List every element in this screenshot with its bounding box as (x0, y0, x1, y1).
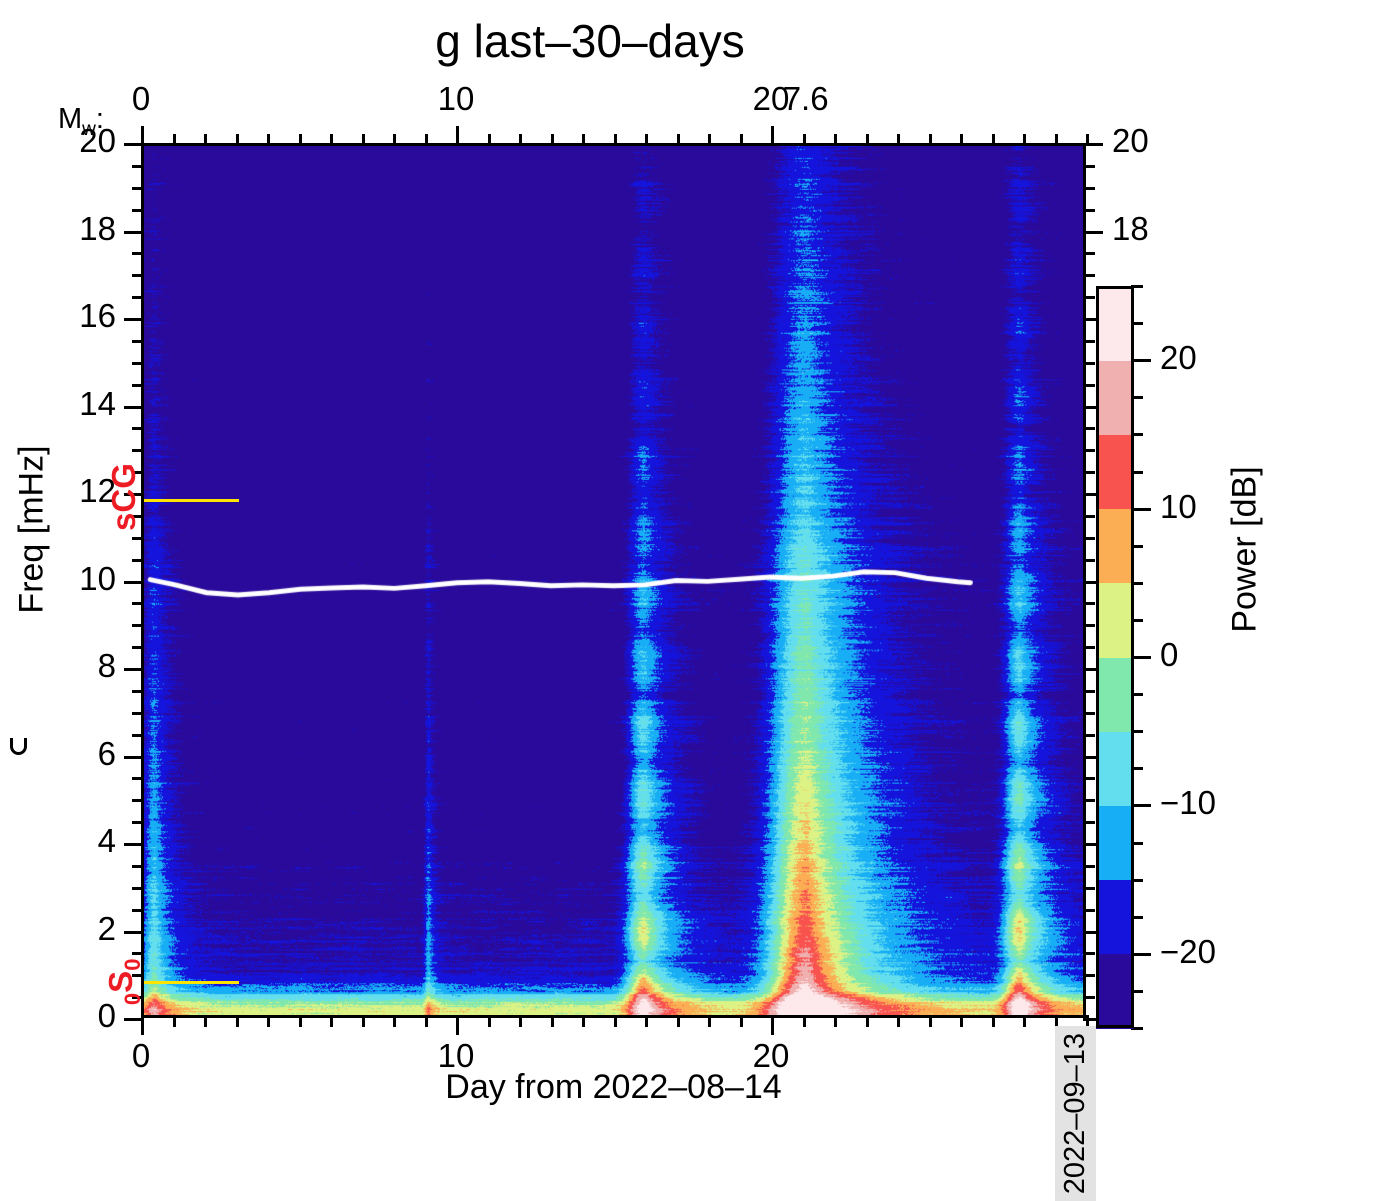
colorbar-band (1096, 508, 1134, 584)
x-tick-label: 20 (752, 1037, 790, 1074)
mw-subscript: w (82, 118, 96, 140)
x-axis-title: Day from 2022–08–14 (445, 1068, 782, 1106)
colorbar-band (1096, 953, 1134, 1029)
mw-top-tick-label: 10 (437, 80, 475, 117)
y-tick-label: 8 (97, 647, 116, 684)
x-tick-label: 0 (131, 1037, 151, 1074)
colorbar-bands (1096, 286, 1134, 1029)
y-tick-label: 18 (79, 209, 116, 247)
mode-marker-label-0S0: 0S0 (102, 958, 145, 1006)
colorbar-tick-label: 10 (1160, 487, 1197, 525)
colorbar-title: Power [dB] (1225, 466, 1264, 633)
end-date-text: 2022–09–13 (1059, 1033, 1091, 1195)
colorbar-band (1096, 657, 1134, 732)
event-magnitude-label: 7.6 (782, 80, 829, 117)
y-tick-label: 4 (97, 822, 116, 859)
y-tick-label: 6 (97, 734, 116, 772)
mode-marker-line-sCG (144, 499, 239, 503)
colorbar-band (1096, 879, 1134, 955)
colorbar-border (1096, 286, 1134, 1028)
y-tick-label: 10 (79, 559, 116, 597)
end-date-annotation: 2022–09–13 (1055, 1026, 1096, 1201)
y-tick-label: 0 (97, 997, 116, 1034)
colorbar-band (1096, 286, 1134, 361)
colorbar-underflow-notch (10, 738, 27, 755)
colorbar-band (1096, 360, 1134, 435)
mode-marker-line-0S0 (144, 981, 239, 985)
y-tick-label: 12 (79, 472, 116, 509)
x-tick-label: 10 (437, 1037, 475, 1074)
colorbar-tick-label: −10 (1160, 784, 1216, 822)
y-tick-label: 14 (79, 384, 116, 422)
y-axis-title: Freq [mHz] (12, 445, 51, 614)
spectrogram-canvas (144, 146, 1083, 1015)
spectrogram-plot (141, 143, 1086, 1018)
y-right-tick-label: 18 (1112, 209, 1149, 247)
page-title-text: g last–30–days (435, 15, 745, 67)
colorbar-tick-label: 0 (1160, 636, 1179, 673)
colorbar-band (1096, 434, 1134, 510)
y-tick-label: 20 (79, 122, 116, 159)
colorbar-tick-label: 20 (1160, 339, 1197, 377)
mw-top-tick-label: 0 (131, 80, 151, 117)
colorbar-band (1096, 805, 1134, 881)
colorbar (1096, 286, 1134, 1029)
mw-axis-label: Mw: (58, 103, 104, 140)
colorbar-tick-label: −20 (1160, 932, 1216, 970)
y-tick-label: 2 (97, 909, 116, 947)
colorbar-band (1096, 582, 1134, 658)
colorbar-band (1096, 731, 1134, 806)
page-title: g last–30–days (0, 14, 1400, 68)
mw-top-tick-label: 20 (752, 80, 790, 117)
mode-marker-label-sCG: sCG (105, 463, 142, 532)
y-right-tick-label: 20 (1112, 122, 1149, 159)
y-tick-label: 16 (79, 297, 116, 334)
